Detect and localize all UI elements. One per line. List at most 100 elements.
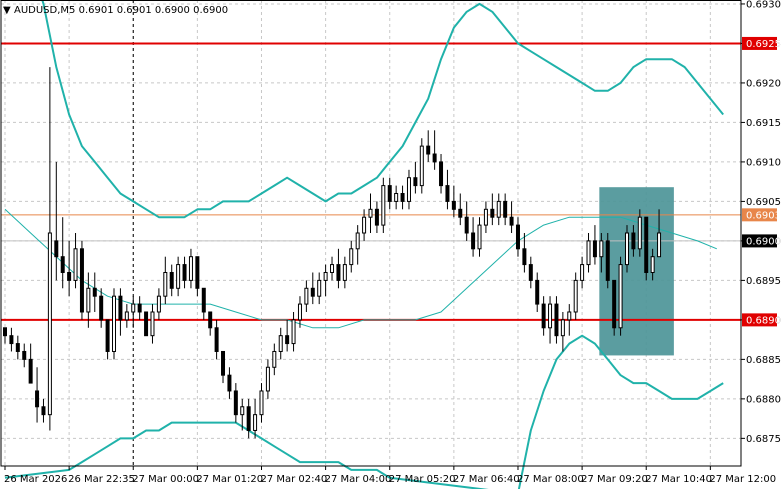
candle: [150, 304, 155, 344]
candle-body-down: [41, 406, 46, 416]
candle: [240, 398, 245, 431]
y-tick-label: 0.6885: [746, 355, 781, 366]
candle-body-down: [413, 177, 418, 187]
bid-price-tag-bg: [742, 234, 777, 248]
candle: [144, 311, 149, 337]
candle: [259, 383, 264, 423]
candle: [41, 398, 46, 423]
candle: [330, 256, 335, 281]
candle-body-down: [195, 256, 200, 289]
candle: [342, 256, 347, 289]
candle-body-up: [573, 279, 578, 313]
candle: [509, 201, 514, 233]
candle-body-up: [355, 232, 360, 250]
candle: [483, 201, 488, 233]
candle: [592, 225, 597, 265]
candle-body-up: [176, 264, 181, 289]
candle-body-down: [79, 248, 84, 313]
candle: [618, 256, 623, 336]
candle-body-up: [618, 264, 623, 329]
candle: [362, 209, 367, 241]
x-tick-label: 27 Mar 04:00: [325, 474, 392, 485]
y-tick-label: 0.6880: [746, 394, 781, 405]
candle-body-up: [599, 240, 604, 258]
candle-body-up: [342, 264, 347, 281]
x-tick-label: 27 Mar 06:40: [453, 474, 520, 485]
candle-body-up: [156, 295, 161, 313]
candle: [387, 177, 392, 210]
candle-body-down: [471, 232, 476, 250]
candle: [188, 248, 193, 289]
candle: [35, 367, 40, 423]
candle: [451, 185, 456, 218]
chart-header: ▼ AUDUSD,M5 0.6901 0.6901 0.6900 0.6900: [3, 5, 228, 16]
candle-body-up: [580, 264, 585, 281]
candle: [503, 193, 508, 226]
candle: [560, 311, 565, 352]
candle: [554, 296, 559, 344]
candle: [515, 217, 520, 257]
candle: [112, 288, 117, 360]
candle-body-down: [439, 161, 444, 187]
candle: [394, 185, 399, 210]
candle: [201, 287, 206, 320]
candle-body-down: [60, 256, 65, 273]
x-tick-label: 27 Mar 09:20: [581, 474, 648, 485]
candle: [586, 233, 591, 273]
candle-body-up: [297, 303, 302, 321]
candle: [176, 256, 181, 297]
candle: [464, 201, 469, 241]
candle-body-up: [586, 240, 591, 266]
candle-body-down: [458, 208, 463, 218]
candle: [400, 185, 405, 210]
candle-body-up: [47, 232, 52, 416]
candle-body-up: [253, 414, 258, 431]
dropdown-triangle-icon[interactable]: ▼: [3, 5, 11, 16]
moving-average-line: [4, 208, 717, 329]
candle-body-down: [445, 185, 450, 202]
candle-body-down: [67, 271, 72, 281]
candle-body-down: [374, 208, 379, 226]
candle-body-down: [221, 350, 226, 376]
candle-body-up: [304, 287, 309, 305]
candle-body-up: [483, 208, 488, 226]
highlight-rectangle: [599, 187, 674, 356]
candle: [105, 319, 110, 360]
y-tick-label: 0.6930: [746, 0, 781, 10]
candle: [195, 256, 200, 297]
candle: [548, 296, 553, 344]
candle-body-down: [144, 311, 149, 337]
candle-body-up: [496, 200, 501, 218]
candle-body-down: [387, 185, 392, 202]
indicators-layer: [4, 0, 724, 493]
candle: [310, 272, 315, 305]
candle: [323, 264, 328, 297]
candle-body-down: [432, 153, 437, 163]
candle-body-up: [624, 232, 629, 266]
candle: [156, 288, 161, 320]
candle: [253, 398, 258, 439]
candle-body-up: [317, 279, 322, 297]
candle-body-down: [451, 200, 456, 210]
candle-body-up: [272, 350, 277, 368]
candle: [47, 67, 52, 431]
candle-body-up: [131, 303, 136, 313]
candle: [214, 319, 219, 360]
candle-body-down: [631, 232, 636, 250]
candle-body-up: [265, 366, 270, 392]
candles-layer: [3, 67, 662, 439]
candle-body-down: [15, 343, 20, 352]
candle-body-down: [227, 374, 232, 392]
y-tick-label: 0.6910: [746, 157, 781, 168]
candle: [349, 240, 354, 273]
level-price-tag-bg: [742, 36, 777, 50]
candle-body-down: [612, 279, 617, 329]
bollinger-lower-band: [4, 334, 724, 493]
candle-body-down: [3, 327, 7, 337]
candle-body-down: [400, 193, 405, 202]
candle: [317, 272, 322, 305]
candle-body-up: [637, 216, 642, 250]
candle: [131, 296, 136, 328]
